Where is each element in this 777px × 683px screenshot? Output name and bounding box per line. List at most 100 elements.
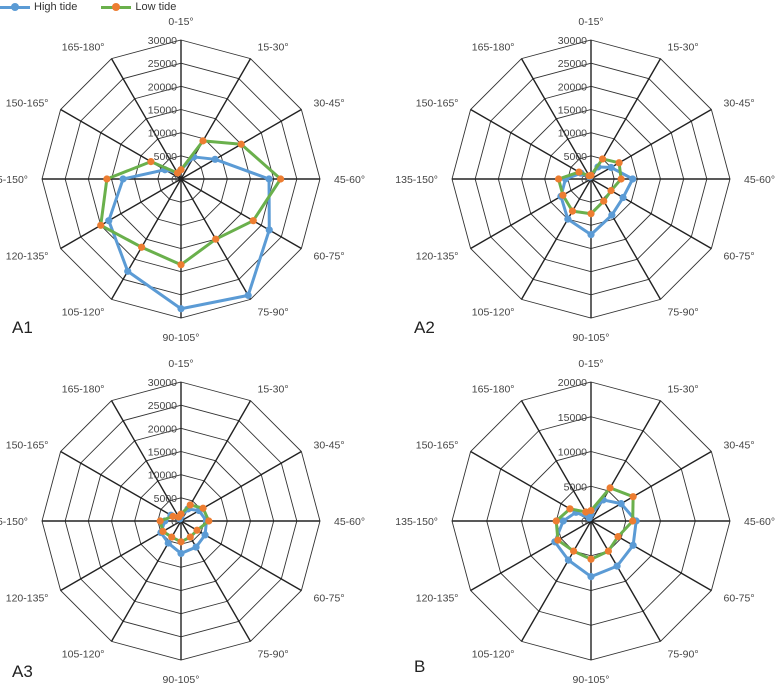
data-point bbox=[244, 291, 252, 299]
data-point bbox=[277, 175, 285, 183]
data-point bbox=[177, 538, 185, 546]
data-point bbox=[629, 541, 637, 549]
spoke-line bbox=[60, 450, 182, 522]
data-point bbox=[205, 517, 213, 525]
radar-panel-a3: 0 5000 10000 15000 20000 25000 30000 0-15° 15-30… bbox=[0, 358, 365, 683]
data-point bbox=[169, 512, 177, 520]
series-high-tide bbox=[105, 153, 273, 313]
data-point bbox=[552, 517, 560, 525]
data-point bbox=[177, 261, 185, 269]
data-point bbox=[249, 217, 257, 225]
category-label: 15-30° bbox=[258, 41, 289, 53]
data-point bbox=[199, 137, 207, 145]
spoke-line bbox=[520, 400, 592, 522]
data-point bbox=[566, 505, 574, 513]
data-point bbox=[568, 207, 577, 215]
category-label: 60-75° bbox=[724, 593, 755, 605]
tick-label: 15000 bbox=[148, 447, 177, 459]
category-label: 135-150° bbox=[395, 174, 438, 186]
tick-label: 20000 bbox=[558, 377, 587, 389]
category-label: 105-120° bbox=[472, 307, 515, 319]
data-point bbox=[587, 231, 595, 239]
category-label: 75-90° bbox=[668, 649, 699, 661]
category-label: 165-180° bbox=[62, 41, 105, 53]
spoke-line bbox=[180, 520, 302, 592]
data-point bbox=[138, 243, 146, 251]
category-label: 0-15° bbox=[578, 16, 603, 28]
category-label: 105-120° bbox=[472, 649, 515, 661]
data-point bbox=[575, 168, 583, 176]
radar-panel-b: 0 5000 10000 15000 20000 0-15° 15-30° 30-45° 45-… bbox=[395, 358, 775, 683]
data-point bbox=[607, 163, 615, 172]
series-low-tide bbox=[552, 484, 637, 563]
series-low-tide bbox=[97, 137, 285, 269]
data-point bbox=[192, 543, 200, 551]
data-point bbox=[587, 555, 595, 563]
category-label: 15-30° bbox=[668, 383, 699, 395]
category-label: 0-15° bbox=[168, 16, 193, 28]
data-point bbox=[629, 493, 637, 501]
spoke-line bbox=[180, 178, 302, 250]
data-point bbox=[613, 562, 621, 570]
category-label: 150-165° bbox=[416, 98, 459, 110]
category-label: 45-60° bbox=[744, 174, 775, 186]
series-line bbox=[107, 155, 271, 311]
legend-item-high-tide: High tide bbox=[0, 1, 77, 13]
data-point bbox=[265, 226, 273, 234]
tick-label: 10000 bbox=[148, 128, 177, 140]
data-point bbox=[615, 159, 623, 167]
tick-label: 0 bbox=[581, 174, 587, 186]
data-point bbox=[564, 556, 573, 564]
data-point bbox=[608, 211, 616, 219]
data-point bbox=[585, 172, 593, 180]
category-label: 150-165° bbox=[6, 98, 49, 110]
legend: High tide Low tide bbox=[0, 0, 200, 14]
category-label: 45-60° bbox=[334, 174, 365, 186]
high-tide-swatch-icon bbox=[0, 2, 30, 12]
data-point bbox=[124, 267, 132, 275]
spoke-line bbox=[470, 108, 592, 180]
panel-label: A2 bbox=[414, 318, 435, 337]
category-label: 135-150° bbox=[0, 516, 28, 528]
series-low-tide bbox=[554, 155, 625, 218]
data-point bbox=[119, 175, 127, 183]
tick-label: 20000 bbox=[558, 81, 587, 93]
category-label: 30-45° bbox=[724, 440, 755, 452]
category-label: 90-105° bbox=[573, 674, 610, 683]
tick-label: 5000 bbox=[564, 481, 588, 493]
data-point bbox=[617, 175, 625, 183]
data-point bbox=[201, 531, 209, 539]
category-label: 45-60° bbox=[334, 516, 365, 528]
tick-label: 15000 bbox=[558, 105, 587, 117]
data-point bbox=[173, 169, 182, 177]
data-point bbox=[604, 547, 612, 555]
category-label: 75-90° bbox=[258, 649, 289, 661]
tick-label: 5000 bbox=[154, 151, 178, 163]
data-point bbox=[237, 140, 245, 148]
low-tide-swatch-icon bbox=[101, 2, 132, 12]
data-point bbox=[598, 155, 607, 163]
data-point bbox=[600, 197, 608, 205]
panel-label: B bbox=[414, 657, 425, 676]
spoke-line bbox=[590, 520, 662, 642]
tick-label: 0 bbox=[171, 516, 177, 528]
category-label: 30-45° bbox=[314, 440, 345, 452]
category-label: 120-135° bbox=[416, 593, 459, 605]
spoke-line bbox=[470, 520, 592, 592]
category-label: 120-135° bbox=[6, 593, 49, 605]
data-point bbox=[606, 484, 614, 492]
category-label: 60-75° bbox=[314, 593, 345, 605]
category-label: 165-180° bbox=[472, 383, 515, 395]
data-point bbox=[582, 508, 590, 516]
data-point bbox=[186, 501, 194, 509]
spoke-line bbox=[520, 58, 592, 180]
spoke-line bbox=[60, 178, 182, 250]
tick-label: 30000 bbox=[148, 35, 177, 47]
category-label: 150-165° bbox=[416, 440, 459, 452]
data-point bbox=[212, 235, 220, 243]
tick-label: 10000 bbox=[558, 128, 587, 140]
data-point bbox=[559, 191, 567, 199]
radar-panel-a1: 0 5000 10000 15000 20000 25000 30000 0-15° 15-30… bbox=[0, 16, 365, 344]
series-low-tide bbox=[156, 501, 213, 546]
